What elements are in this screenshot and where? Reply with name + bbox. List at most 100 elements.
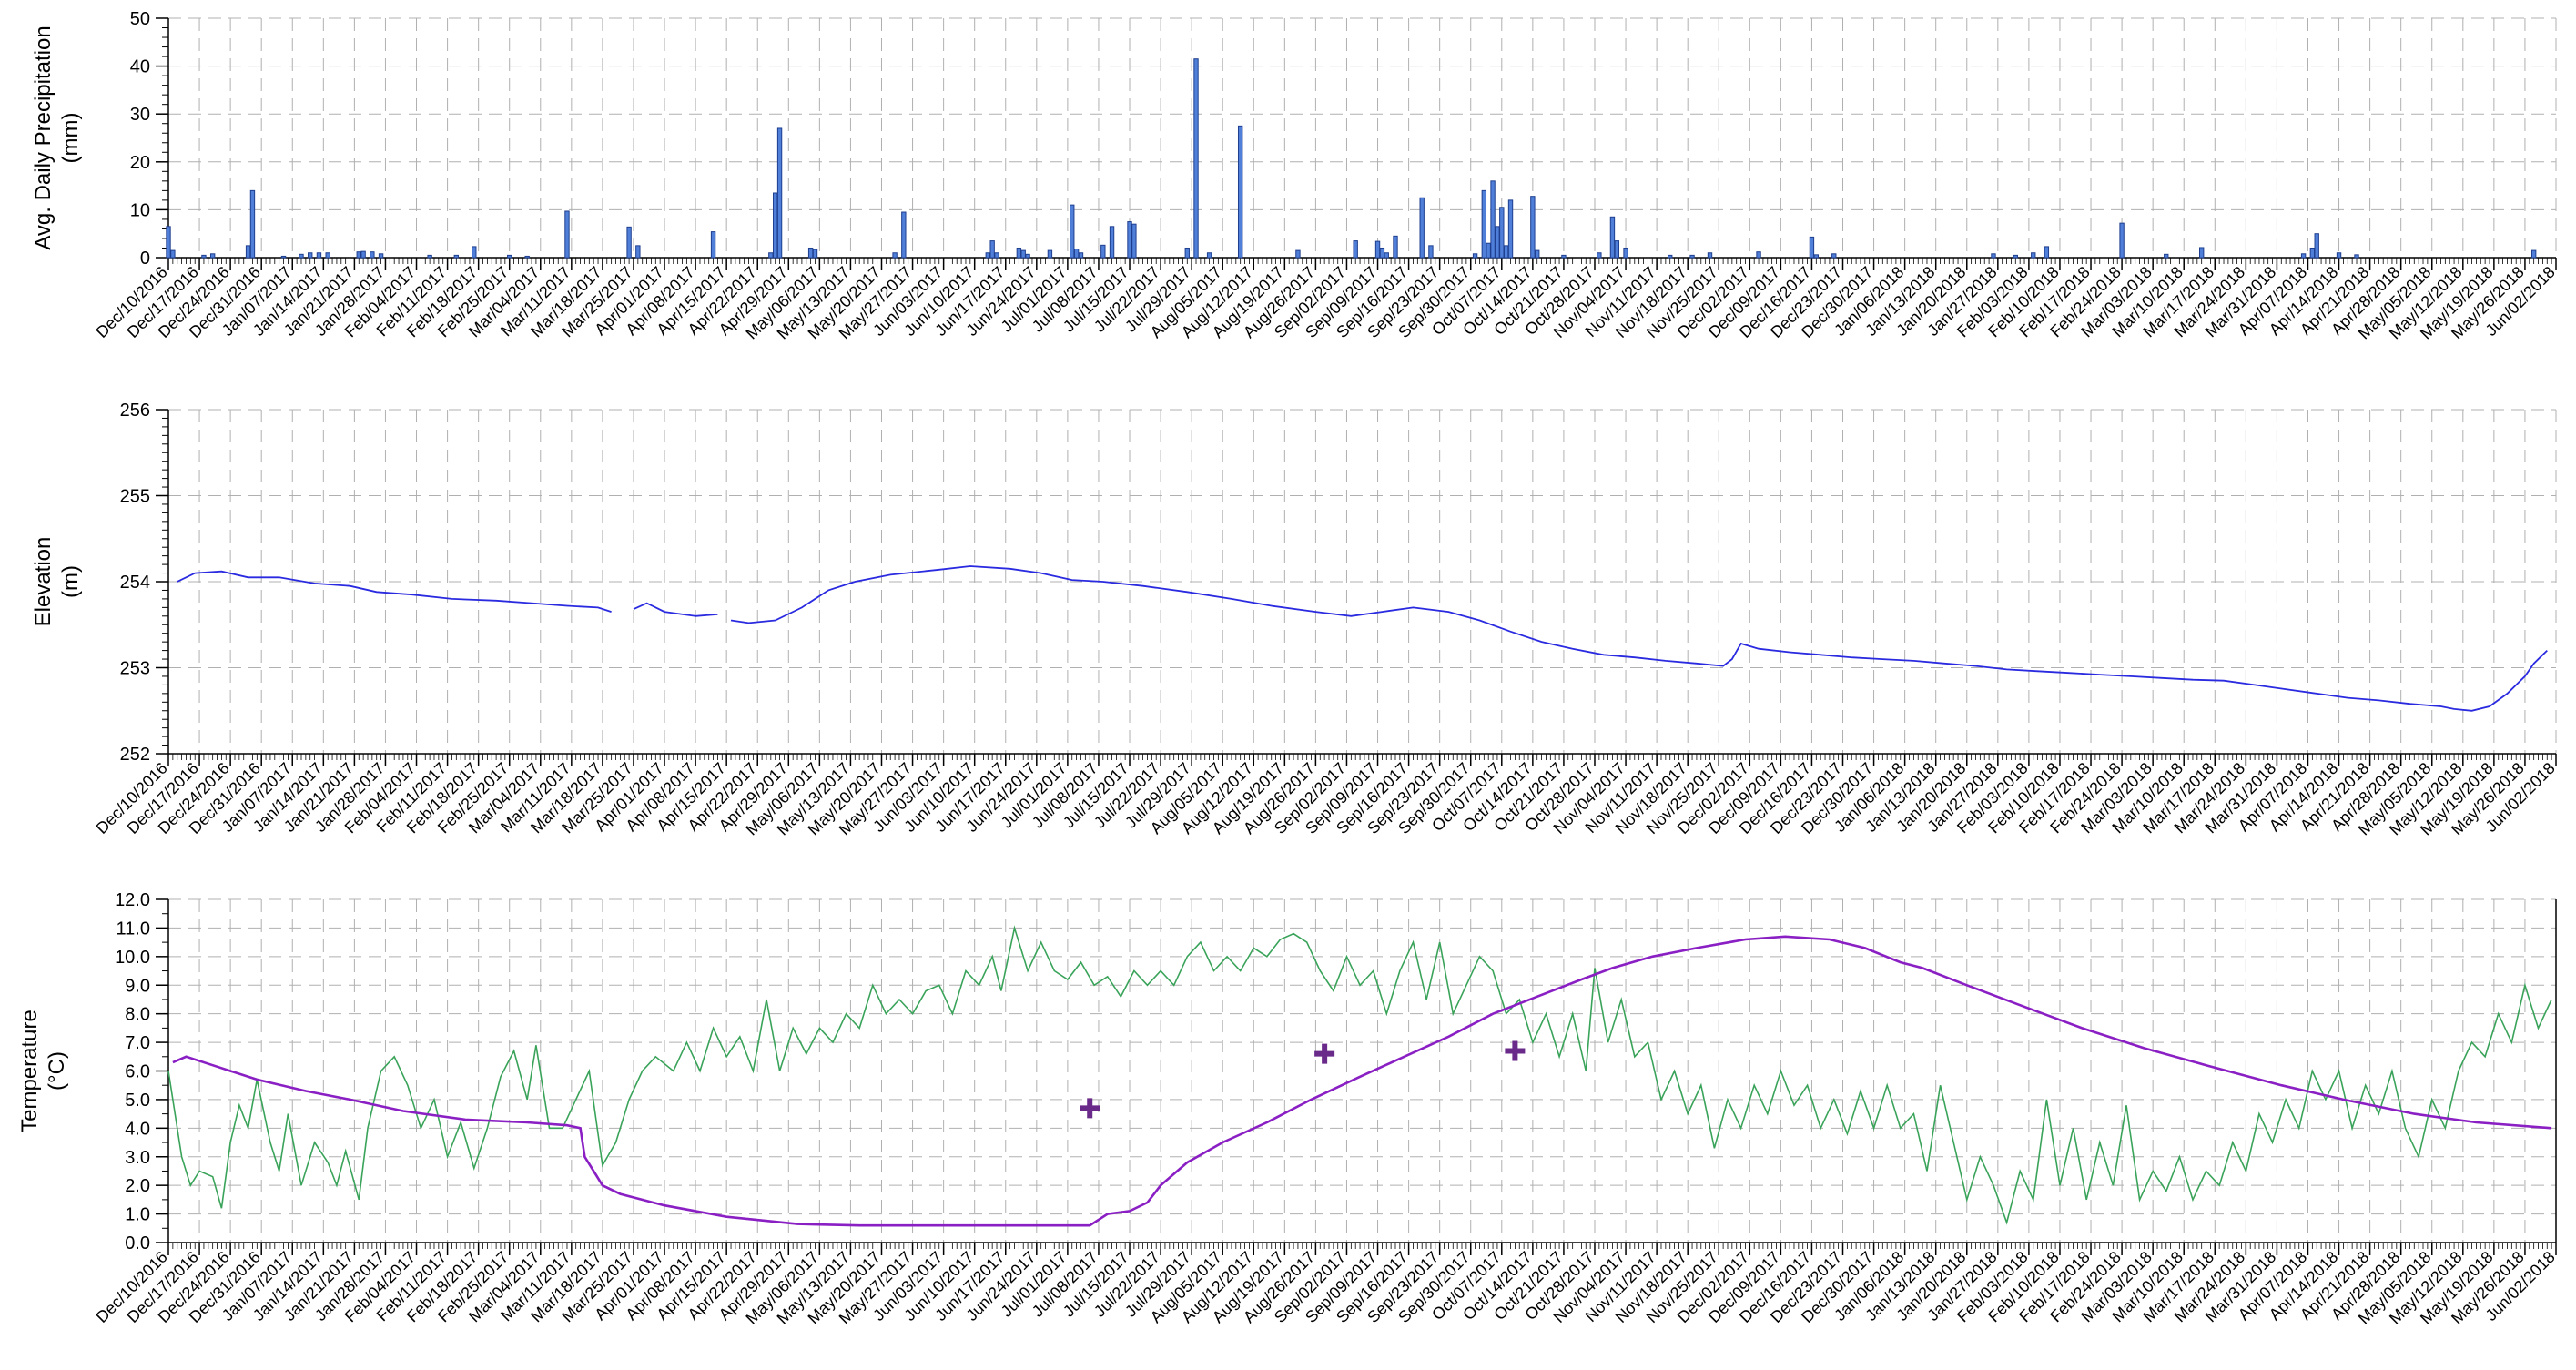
- y-tick-label: 6.0: [125, 1062, 150, 1082]
- precip-bar: [201, 254, 207, 259]
- y-axis-label-line: Elevation: [31, 537, 56, 627]
- y-tick-label: 255: [120, 487, 150, 507]
- precip-bar: [1503, 245, 1509, 259]
- precip-bar: [1530, 196, 1536, 259]
- precip-bar: [2336, 252, 2342, 259]
- precip-bar: [1609, 216, 1616, 259]
- y-tick-label: 1.0: [125, 1205, 150, 1225]
- precip-bar: [316, 252, 322, 259]
- precip-bar: [2119, 222, 2125, 259]
- precip-bar: [892, 252, 898, 259]
- precip-bar: [170, 249, 176, 259]
- y-axis-label-line: (m): [58, 565, 83, 598]
- precip-bar: [1419, 197, 1425, 259]
- precip-bar: [2044, 246, 2050, 259]
- precip-bar: [1614, 240, 1620, 259]
- precip-bar: [1184, 247, 1190, 259]
- precip-bar: [710, 231, 716, 259]
- precip-bar: [1109, 226, 1115, 259]
- precip-bar: [1025, 253, 1030, 259]
- precip-bar: [370, 251, 375, 259]
- y-tick-label: 254: [120, 573, 150, 593]
- precip-bar: [378, 253, 384, 259]
- y-tick-label: 8.0: [125, 1005, 150, 1025]
- precip-bar: [989, 240, 995, 259]
- precip-bar: [245, 245, 251, 259]
- precip-bar: [2013, 254, 2018, 259]
- precip-bar: [807, 247, 814, 259]
- precip-bar: [2031, 252, 2036, 259]
- precip-bar: [1831, 253, 1837, 259]
- precip-bar: [1472, 253, 1478, 259]
- air-temperature-line: [167, 925, 2552, 1225]
- precip-bar: [1689, 254, 1695, 259]
- precip-bar: [1507, 199, 1514, 259]
- precip-bar: [1623, 247, 1628, 259]
- precip-bar: [453, 254, 460, 259]
- precip-bar: [1073, 249, 1080, 259]
- precip-bar: [1070, 204, 1075, 259]
- precip-bar: [1047, 249, 1053, 259]
- precip-bar: [1100, 244, 1106, 259]
- precip-bar: [901, 211, 907, 259]
- y-tick-label: 256: [120, 401, 150, 421]
- y-axis-label-line: (°C): [45, 1051, 69, 1091]
- elevation-line: [730, 565, 2548, 712]
- precip-bar: [1193, 58, 1199, 259]
- precip-bar: [356, 251, 361, 259]
- precip-bar: [994, 252, 999, 259]
- precip-bar: [2198, 247, 2205, 259]
- precip-bar: [299, 253, 304, 259]
- precip-bar: [812, 249, 818, 259]
- precip-bar: [1237, 125, 1243, 259]
- y-axis-label-line: Temperature: [17, 1010, 42, 1132]
- precip-bar: [1127, 221, 1132, 259]
- elevation-line: [177, 570, 612, 613]
- precip-bar: [1561, 254, 1567, 259]
- precip-bar: [1295, 249, 1301, 259]
- y-axis-label: Elevation (m): [31, 537, 83, 627]
- precip-bar: [472, 246, 477, 259]
- precip-bar: [1813, 254, 1819, 259]
- y-axis-label-line: (mm): [58, 113, 83, 164]
- precip-bar: [1384, 252, 1389, 259]
- precip-bar: [1020, 249, 1026, 259]
- precip-bar: [1809, 236, 1815, 259]
- y-tick-label: 3.0: [125, 1148, 150, 1168]
- manual-measurement-marker: [1314, 1043, 1335, 1064]
- precip-bar: [1991, 253, 1996, 259]
- y-tick-label: 20: [130, 153, 150, 173]
- precip-bar: [209, 253, 216, 259]
- y-tick-label: 11.0: [117, 918, 150, 939]
- precipitation-panel: 01020304050Dec/10/2016Dec/17/2016Dec/24/…: [31, 9, 2559, 342]
- precip-bar: [1016, 247, 1022, 259]
- precip-bar: [1131, 223, 1137, 259]
- precip-bar: [776, 127, 783, 259]
- precip-bar: [1393, 235, 1398, 259]
- y-tick-label: 10: [130, 200, 150, 220]
- manual-measurement-marker: [1080, 1098, 1100, 1119]
- precip-bar: [1707, 252, 1713, 259]
- precip-bar: [325, 252, 330, 259]
- precip-bar: [1374, 240, 1381, 259]
- precip-bar: [1495, 226, 1500, 259]
- y-tick-label: 40: [130, 57, 150, 77]
- precip-bar: [524, 255, 530, 259]
- precip-bar: [1597, 252, 1602, 259]
- precip-bar: [985, 252, 990, 259]
- precip-bar: [1078, 252, 1084, 259]
- precip-bar: [1481, 189, 1487, 259]
- y-tick-label: 50: [130, 9, 150, 29]
- y-tick-label: 7.0: [125, 1033, 150, 1053]
- precip-bar: [626, 226, 632, 259]
- y-tick-label: 252: [120, 745, 150, 765]
- precip-bar: [564, 210, 570, 259]
- precip-bar: [507, 254, 512, 259]
- elevation-panel: 252253254255256Dec/10/2016Dec/17/2016Dec…: [31, 401, 2559, 838]
- y-tick-label: 0.0: [125, 1233, 150, 1253]
- water-temperature-line: [172, 935, 2552, 1227]
- y-tick-label: 2.0: [125, 1176, 150, 1196]
- precip-bar: [768, 252, 774, 259]
- precip-bar: [360, 250, 366, 259]
- precip-bar: [2530, 249, 2537, 259]
